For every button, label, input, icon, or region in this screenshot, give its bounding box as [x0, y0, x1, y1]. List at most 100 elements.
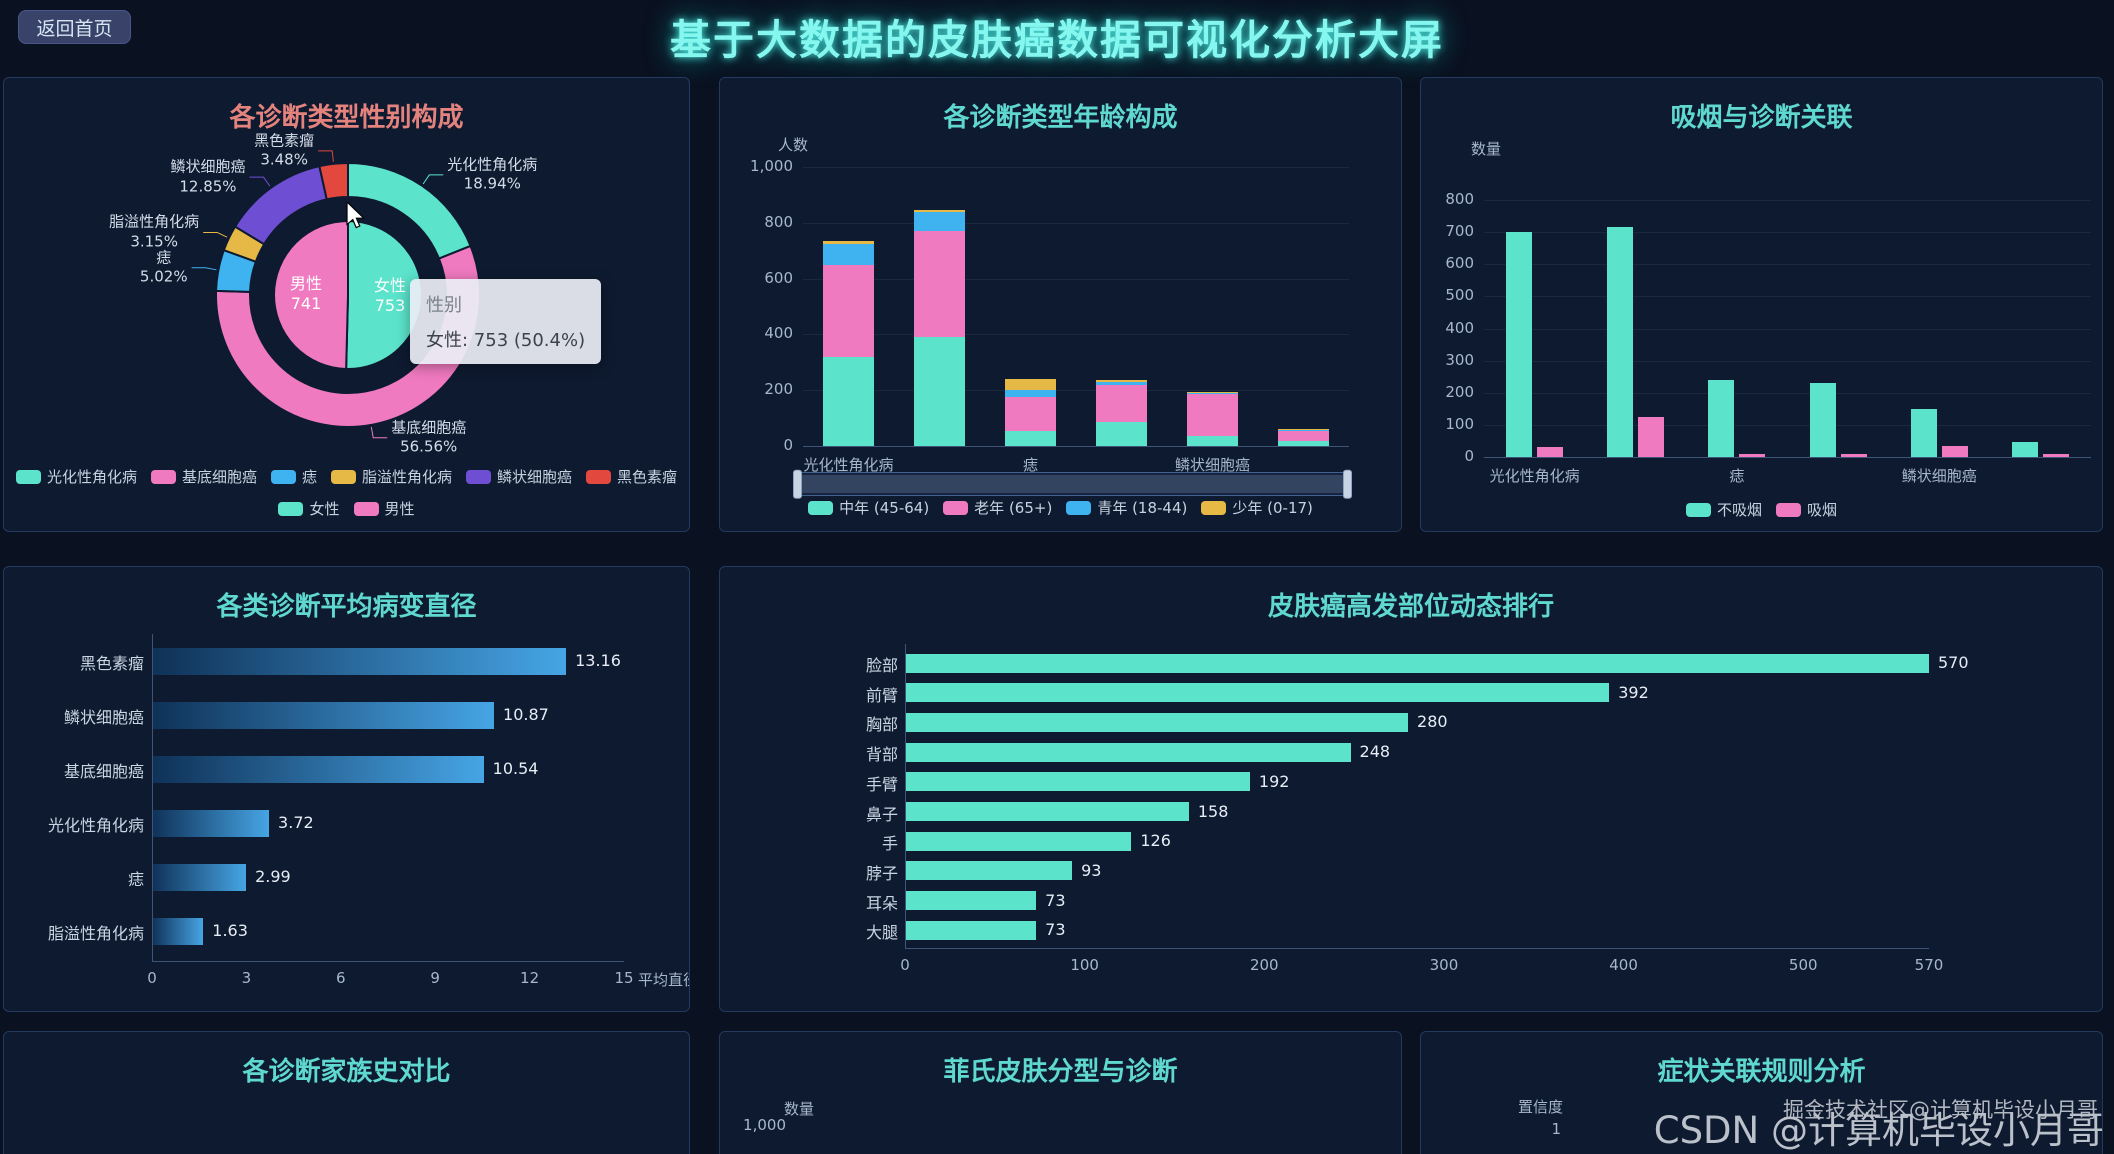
- bar-脂溢性角化病-吸烟[interactable]: [1840, 454, 1867, 457]
- stacked-bar-鳞状细胞癌-中年 (45-64)[interactable]: [1187, 436, 1238, 446]
- bar-耳朵[interactable]: [905, 891, 1037, 911]
- panel-assoc-title: 症状关联规则分析: [1657, 1057, 1866, 1087]
- bar-胸部[interactable]: [905, 712, 1409, 732]
- bar-光化性角化病[interactable]: [152, 809, 270, 837]
- chart-tooltip: 性别 女性: 753 (50.4%): [410, 279, 602, 364]
- stacked-bar-痣-青年 (18-44)[interactable]: [1005, 390, 1056, 398]
- ring-slice-黑色素瘤[interactable]: [318, 161, 349, 201]
- bar-脂溢性角化病-不吸烟[interactable]: [1809, 383, 1836, 457]
- y-tick-label: 200: [1445, 382, 1474, 401]
- label-leader-line: [191, 267, 217, 271]
- bar-光化性角化病-吸烟[interactable]: [1537, 447, 1564, 457]
- stacked-bar-脂溢性角化病-老年 (65+)[interactable]: [1096, 384, 1147, 423]
- bar-光化性角化病-不吸烟[interactable]: [1506, 232, 1533, 457]
- stacked-bar-黑色素瘤-青年 (18-44)[interactable]: [1278, 429, 1329, 432]
- y-tick-label: 1: [1551, 1120, 1561, 1138]
- legend-item-黑色素瘤[interactable]: 黑色素瘤: [586, 466, 677, 487]
- stacked-bar-基底细胞癌-青年 (18-44)[interactable]: [914, 211, 965, 232]
- bar-黑色素瘤[interactable]: [152, 647, 567, 675]
- bar-手[interactable]: [905, 831, 1132, 851]
- diameter-hbar-chart[interactable]: 黑色素瘤 13.16 鳞状细胞癌 10.87 基底细胞癌 10.54 光化性角化病 3.72 痣…: [4, 567, 689, 1011]
- stacked-bar-脂溢性角化病-中年 (45-64)[interactable]: [1096, 422, 1147, 446]
- legend-item-鳞状细胞癌[interactable]: 鳞状细胞癌: [466, 466, 572, 487]
- fitzpatrick-chart[interactable]: 数量 1,000: [720, 1032, 1401, 1154]
- legend-item-女性[interactable]: 女性: [278, 498, 340, 519]
- category-label-鼻子: 鼻子: [865, 804, 898, 824]
- symptom-rules-chart[interactable]: 置信度 1: [1421, 1032, 2102, 1154]
- stacked-bar-黑色素瘤-中年 (45-64)[interactable]: [1278, 440, 1329, 446]
- legend-item-痣[interactable]: 痣: [270, 466, 317, 487]
- bar-黑色素瘤-吸烟[interactable]: [2042, 454, 2069, 457]
- stacked-bar-光化性角化病-老年 (65+)[interactable]: [823, 264, 874, 357]
- legend-marker: [278, 501, 304, 516]
- x-axis-line: [1484, 457, 2091, 458]
- back-home-button[interactable]: 返回首页: [18, 10, 131, 44]
- smoking-bar-chart[interactable]: 数量 0 100 200 300 400 500 600 700 800 光化性角化病 痣 鳞状细胞癌不…: [1421, 78, 2102, 531]
- stacked-bar-痣-中年 (45-64)[interactable]: [1005, 430, 1056, 446]
- bar-痣-吸烟[interactable]: [1739, 453, 1766, 457]
- category-label-痣: 痣: [127, 870, 144, 889]
- bar-基底细胞癌-不吸烟[interactable]: [1607, 227, 1634, 457]
- stacked-bar-黑色素瘤-少年 (0-17)[interactable]: [1278, 429, 1329, 430]
- x-tick-label: 200: [1249, 956, 1279, 974]
- stacked-bar-基底细胞癌-中年 (45-64)[interactable]: [914, 337, 965, 446]
- legend-label: 光化性角化病: [46, 468, 137, 486]
- legend-label: 女性: [309, 500, 340, 518]
- legend-item-不吸烟[interactable]: 不吸烟: [1685, 499, 1762, 520]
- stacked-bar-鳞状细胞癌-青年 (18-44)[interactable]: [1187, 392, 1238, 395]
- datazoom-handle-right[interactable]: [1343, 469, 1352, 499]
- stacked-bar-脂溢性角化病-青年 (18-44)[interactable]: [1096, 381, 1147, 385]
- stacked-bar-鳞状细胞癌-老年 (65+)[interactable]: [1187, 394, 1238, 437]
- bar-脖子[interactable]: [905, 861, 1073, 881]
- legend-item-基底细胞癌[interactable]: 基底细胞癌: [150, 466, 257, 487]
- bar-鳞状细胞癌[interactable]: [152, 701, 495, 729]
- stacked-bar-脂溢性角化病-少年 (0-17)[interactable]: [1096, 380, 1147, 382]
- x-axis-line: [803, 446, 1349, 447]
- ring-label-name: 鳞状细胞癌: [170, 157, 246, 176]
- datazoom-slider[interactable]: [793, 469, 1352, 499]
- stacked-bar-光化性角化病-少年 (0-17)[interactable]: [823, 241, 874, 244]
- age-stacked-bar-chart[interactable]: 人数 0 200 400 600 800 1,000 光化性角化病 痣 鳞状细胞癌 中年 (45-6…: [720, 78, 1401, 531]
- bar-脸部[interactable]: [905, 653, 1929, 673]
- stacked-bar-光化性角化病-中年 (45-64)[interactable]: [823, 356, 874, 446]
- y-tick-label: 800: [764, 212, 793, 231]
- pie-slice-男性[interactable]: [273, 219, 349, 371]
- stacked-bar-基底细胞癌-老年 (65+)[interactable]: [914, 231, 965, 338]
- pie-inner-label: 女性 753: [374, 276, 406, 316]
- legend: 女性 男性: [4, 498, 689, 519]
- bar-大腿[interactable]: [905, 920, 1037, 940]
- bar-手臂[interactable]: [905, 772, 1250, 792]
- bar-基底细胞癌[interactable]: [152, 755, 484, 783]
- gender-donut-chart[interactable]: 女性 753 男性 741 光化性角化病 18.94% 基底细胞癌 56.56% 痣 5.02% 脂…: [4, 78, 689, 531]
- bar-痣[interactable]: [152, 863, 247, 891]
- bar-鼻子[interactable]: [905, 802, 1189, 821]
- stacked-bar-黑色素瘤-老年 (65+)[interactable]: [1278, 431, 1329, 441]
- bar-鳞状细胞癌-不吸烟[interactable]: [1910, 408, 1937, 457]
- bar-痣-不吸烟[interactable]: [1708, 379, 1735, 457]
- stacked-bar-鳞状细胞癌-少年 (0-17)[interactable]: [1187, 391, 1238, 393]
- ring-slice-基底细胞癌[interactable]: [215, 244, 481, 428]
- bar-背部[interactable]: [905, 742, 1351, 762]
- stacked-bar-基底细胞癌-少年 (0-17)[interactable]: [914, 210, 965, 212]
- legend-item-青年 (18-44)[interactable]: 青年 (18-44): [1066, 497, 1187, 518]
- bar-鳞状细胞癌-吸烟[interactable]: [1941, 445, 1968, 457]
- x-tick-label: 痣: [1022, 456, 1038, 474]
- legend-item-中年 (45-64)[interactable]: 中年 (45-64): [808, 497, 929, 518]
- legend-item-脂溢性角化病[interactable]: 脂溢性角化病: [331, 466, 452, 487]
- legend-item-吸烟[interactable]: 吸烟: [1776, 499, 1837, 520]
- stacked-bar-痣-老年 (65+)[interactable]: [1005, 397, 1056, 431]
- bar-基底细胞癌-吸烟[interactable]: [1638, 416, 1665, 457]
- bar-黑色素瘤-不吸烟[interactable]: [2011, 441, 2038, 457]
- legend-item-光化性角化病[interactable]: 光化性角化病: [15, 466, 137, 487]
- stacked-bar-光化性角化病-青年 (18-44)[interactable]: [823, 243, 874, 265]
- bar-脂溢性角化病[interactable]: [152, 917, 204, 945]
- datazoom-handle-left[interactable]: [793, 469, 802, 499]
- legend-item-老年 (65+)[interactable]: 老年 (65+): [943, 497, 1052, 518]
- y-tick-label: 800: [1445, 190, 1474, 208]
- bodypart-hbar-chart[interactable]: 脸部 570 前臂 392 胸部 280 背部 248 手臂 192 鼻子 158 手 126 脖子 93 耳朵…: [720, 567, 2102, 1011]
- gridline: [1484, 424, 2091, 426]
- legend-item-男性[interactable]: 男性: [353, 498, 415, 519]
- stacked-bar-痣-少年 (0-17)[interactable]: [1005, 379, 1056, 391]
- bar-前臂[interactable]: [905, 683, 1610, 703]
- legend-item-少年 (0-17)[interactable]: 少年 (0-17): [1201, 497, 1313, 518]
